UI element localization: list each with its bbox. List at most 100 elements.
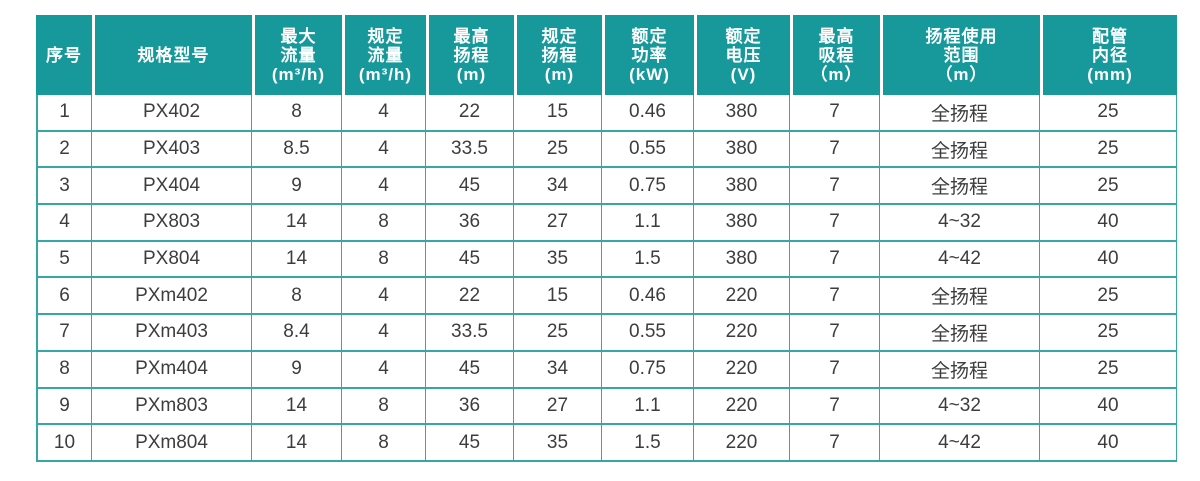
cell-head_range: 全扬程: [880, 95, 1040, 132]
header-label-line: 流量: [280, 45, 317, 65]
cell-pipe_diameter: 25: [1040, 95, 1177, 132]
cell-head_range: 4~42: [880, 425, 1040, 462]
cell-pipe_diameter: 25: [1040, 351, 1177, 389]
cell-max_head: 36: [426, 388, 514, 426]
table-row: 5 PX804 14 8 45 35 1.5 380 7 4~42 40: [36, 241, 1177, 279]
cell-pipe_diameter: 25: [1040, 168, 1177, 206]
table-body: 1 PX402 8 4 22 15 0.46 380 7 全扬程 25 2 PX403 8.5 4 33.5 2…: [36, 95, 1177, 462]
cell-rated_head: 25: [514, 315, 602, 352]
header-cell-rated_voltage: 额定 电压 (V): [694, 15, 790, 95]
cell-max_flow: 8: [252, 278, 342, 316]
cell-rated_flow: 8: [342, 425, 426, 462]
table-row: 3 PX404 9 4 45 34 0.75 380 7 全扬程 25: [36, 168, 1177, 206]
table-row: 6 PXm402 8 4 22 15 0.46 220 7 全扬程 25: [36, 278, 1177, 316]
header-label-line: (V): [730, 64, 757, 84]
header-label-line: 配管: [1092, 26, 1128, 46]
cell-head_range: 全扬程: [880, 278, 1040, 316]
cell-index: 7: [36, 315, 92, 352]
cell-rated_power: 1.5: [602, 241, 694, 279]
cell-rated_power: 1.5: [602, 425, 694, 462]
pump-spec-table: 序号 规格型号 最大 流量 (m³/h) 规定 流量 (m³/h) 最高 扬程 (m) 规定 扬程 (m)…: [36, 15, 1177, 462]
header-label-line: 额定: [631, 26, 668, 46]
header-label-line: 扬程: [541, 45, 578, 65]
cell-rated_power: 0.75: [602, 168, 694, 206]
cell-max_flow: 8.5: [252, 131, 342, 169]
cell-rated_head: 27: [514, 205, 602, 242]
cell-max_flow: 9: [252, 168, 342, 206]
cell-rated_voltage: 380: [694, 95, 790, 132]
cell-rated_head: 25: [514, 131, 602, 169]
cell-rated_voltage: 380: [694, 168, 790, 206]
cell-max_head: 45: [426, 351, 514, 389]
cell-max_flow: 14: [252, 241, 342, 279]
cell-model: PX403: [92, 131, 252, 169]
table-row: 1 PX402 8 4 22 15 0.46 380 7 全扬程 25: [36, 95, 1177, 132]
table-row: 10 PXm804 14 8 45 35 1.5 220 7 4~42 40: [36, 425, 1177, 462]
cell-max_suction: 7: [790, 351, 880, 389]
header-cell-head_range: 扬程使用 范围 （m）: [880, 15, 1040, 95]
cell-head_range: 4~42: [880, 241, 1040, 279]
cell-pipe_diameter: 40: [1040, 241, 1177, 279]
cell-head_range: 全扬程: [880, 131, 1040, 169]
cell-rated_voltage: 220: [694, 315, 790, 352]
cell-rated_power: 0.75: [602, 351, 694, 389]
cell-index: 6: [36, 278, 92, 316]
header-label-line: 规定: [367, 26, 404, 46]
header-label-line: 功率: [631, 45, 668, 65]
cell-rated_power: 0.46: [602, 95, 694, 132]
header-label-line: (m): [544, 64, 575, 84]
cell-model: PX402: [92, 95, 252, 132]
cell-rated_voltage: 220: [694, 351, 790, 389]
cell-rated_voltage: 380: [694, 241, 790, 279]
header-label-line: 最高: [453, 26, 490, 46]
cell-max_head: 45: [426, 241, 514, 279]
header-cell-rated_flow: 规定 流量 (m³/h): [342, 15, 426, 95]
cell-max_head: 33.5: [426, 315, 514, 352]
cell-model: PXm404: [92, 351, 252, 389]
cell-max_suction: 7: [790, 95, 880, 132]
cell-pipe_diameter: 40: [1040, 425, 1177, 462]
table-row: 9 PXm803 14 8 36 27 1.1 220 7 4~32 40: [36, 388, 1177, 426]
header-cell-rated_power: 额定 功率 (kW): [602, 15, 694, 95]
cell-max_flow: 8: [252, 95, 342, 132]
cell-model: PXm402: [92, 278, 252, 316]
cell-rated_power: 0.55: [602, 131, 694, 169]
cell-index: 8: [36, 351, 92, 389]
cell-model: PXm803: [92, 388, 252, 426]
cell-rated_voltage: 220: [694, 425, 790, 462]
cell-rated_voltage: 380: [694, 205, 790, 242]
cell-max_flow: 8.4: [252, 315, 342, 352]
cell-index: 10: [36, 425, 92, 462]
cell-max_suction: 7: [790, 131, 880, 169]
cell-index: 2: [36, 131, 92, 169]
cell-head_range: 全扬程: [880, 351, 1040, 389]
cell-rated_flow: 8: [342, 388, 426, 426]
cell-rated_flow: 4: [342, 168, 426, 206]
cell-rated_power: 0.46: [602, 278, 694, 316]
cell-max_head: 45: [426, 168, 514, 206]
cell-rated_flow: 4: [342, 278, 426, 316]
cell-rated_voltage: 220: [694, 278, 790, 316]
cell-index: 1: [36, 95, 92, 132]
cell-rated_flow: 4: [342, 131, 426, 169]
cell-rated_power: 1.1: [602, 388, 694, 426]
cell-max_suction: 7: [790, 425, 880, 462]
header-label-line: 流量: [367, 45, 404, 65]
cell-max_flow: 9: [252, 351, 342, 389]
header-label-line: 扬程使用: [925, 26, 998, 46]
cell-max_suction: 7: [790, 205, 880, 242]
cell-model: PX803: [92, 205, 252, 242]
cell-pipe_diameter: 25: [1040, 131, 1177, 169]
header-label-line: 吸程: [818, 45, 855, 65]
header-label-line: 序号: [46, 45, 82, 65]
table-row: 8 PXm404 9 4 45 34 0.75 220 7 全扬程 25: [36, 351, 1177, 389]
cell-index: 3: [36, 168, 92, 206]
cell-model: PX404: [92, 168, 252, 206]
table-header-row: 序号 规格型号 最大 流量 (m³/h) 规定 流量 (m³/h) 最高 扬程 (m) 规定 扬程 (m)…: [36, 15, 1177, 95]
cell-index: 9: [36, 388, 92, 426]
cell-max_suction: 7: [790, 388, 880, 426]
cell-model: PX804: [92, 241, 252, 279]
header-cell-max_suction: 最高 吸程 （m）: [790, 15, 880, 95]
cell-rated_head: 34: [514, 351, 602, 389]
cell-rated_voltage: 380: [694, 131, 790, 169]
